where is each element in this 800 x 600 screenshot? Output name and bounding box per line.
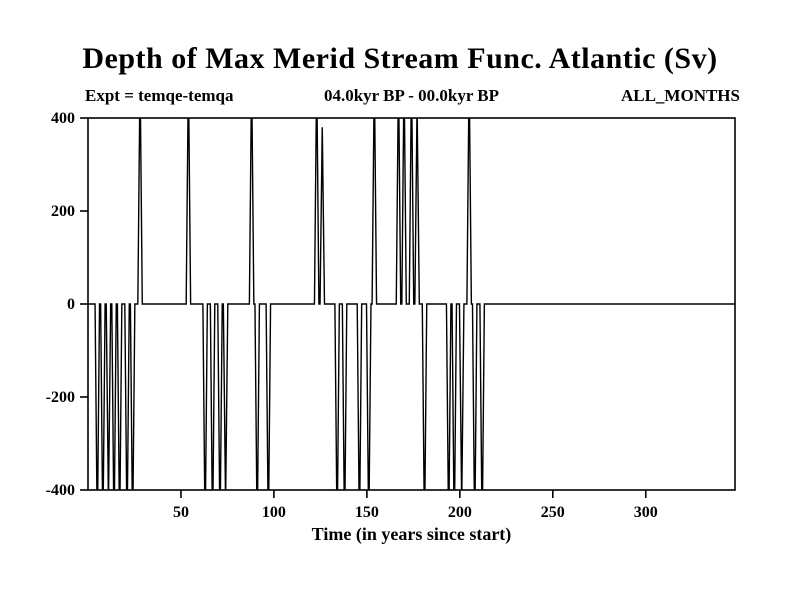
y-tick-label: -200 [46,389,75,406]
time-period-label: 04.0kyr BP - 00.0kyr BP [323,86,500,105]
x-tick-label: 50 [173,504,189,521]
y-tick-label: 400 [51,110,75,127]
x-axis-title: Time (in years since start) [311,524,512,544]
x-tick-label: 250 [541,504,565,521]
experiment-label: Expt = temqe-temqa [85,86,234,105]
months-label: ALL_MONTHS [620,86,740,105]
chart-title: Depth of Max Merid Stream Func. Atlantic… [82,42,718,75]
series-line [88,118,735,490]
y-tick-label: 200 [51,203,75,220]
x-tick-label: 100 [262,504,286,521]
x-tick-label: 150 [355,504,379,521]
y-tick-label: -400 [46,482,75,499]
y-tick-label: 0 [67,296,75,313]
x-tick-label: 200 [448,504,472,521]
x-tick-label: 300 [634,504,658,521]
